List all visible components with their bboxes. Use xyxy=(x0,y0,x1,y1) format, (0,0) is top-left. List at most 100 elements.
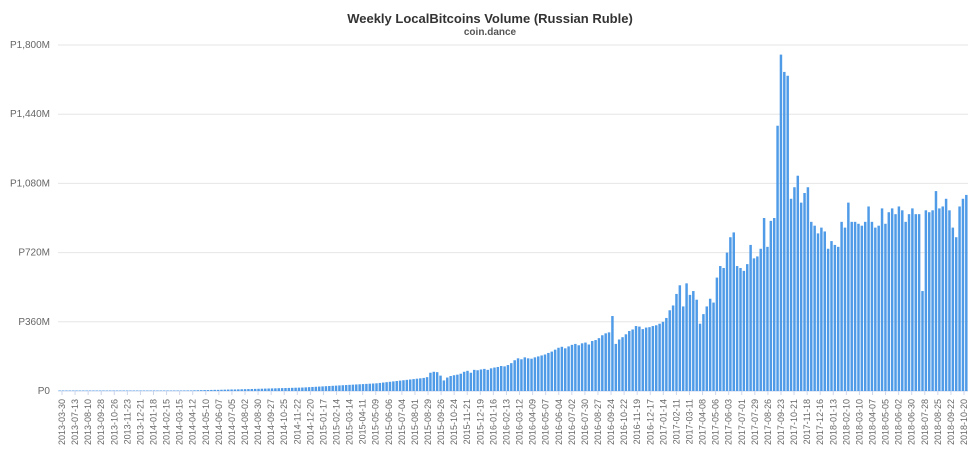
bar xyxy=(742,270,746,391)
bar xyxy=(880,208,884,391)
bar xyxy=(921,291,924,391)
bar xyxy=(520,359,523,391)
bar xyxy=(944,198,948,391)
bar xyxy=(806,187,810,391)
x-tick-label: 2018-10-20 xyxy=(959,399,969,445)
bar xyxy=(385,382,388,391)
bar xyxy=(483,368,486,391)
bar xyxy=(712,302,715,391)
bar xyxy=(678,285,682,391)
bar xyxy=(938,208,941,391)
bar xyxy=(830,241,833,391)
bar xyxy=(783,71,786,392)
y-tick-label: P720M xyxy=(18,248,50,259)
bar xyxy=(280,388,284,391)
bar xyxy=(358,384,361,391)
x-tick-label: 2013-08-10 xyxy=(83,399,93,445)
bar xyxy=(907,214,911,391)
bar xyxy=(786,75,789,391)
x-tick-label: 2015-08-01 xyxy=(410,399,420,445)
bar xyxy=(853,221,857,391)
bar xyxy=(378,382,382,391)
bar xyxy=(665,317,668,391)
bar xyxy=(102,390,105,391)
x-tick-label: 2014-05-10 xyxy=(201,399,211,445)
x-tick-label: 2018-03-10 xyxy=(854,399,864,445)
y-tick-label: P1,800M xyxy=(10,40,50,51)
bar xyxy=(698,323,702,391)
bar xyxy=(951,227,955,391)
bar xyxy=(466,370,469,391)
bar xyxy=(813,225,816,391)
bar xyxy=(213,389,216,391)
bar xyxy=(301,387,304,391)
bar xyxy=(708,298,712,391)
bar xyxy=(762,218,766,391)
bar xyxy=(355,384,358,391)
bar xyxy=(58,390,61,391)
bar xyxy=(291,387,294,391)
x-tick-label: 2013-11-23 xyxy=(122,399,132,444)
x-tick-label: 2016-04-09 xyxy=(528,399,538,445)
bar xyxy=(200,390,203,391)
x-tick-label: 2016-06-04 xyxy=(554,399,564,445)
bar xyxy=(648,327,651,391)
bar xyxy=(931,210,934,391)
bar xyxy=(496,366,500,391)
bar xyxy=(543,354,547,391)
bar xyxy=(621,337,624,391)
bar xyxy=(530,358,533,391)
bar xyxy=(135,390,139,391)
x-tick-label: 2014-08-30 xyxy=(253,399,263,445)
bar xyxy=(341,385,345,391)
bar xyxy=(617,339,621,391)
x-tick-label: 2016-05-07 xyxy=(541,399,551,445)
bar xyxy=(692,291,695,391)
bar xyxy=(681,306,685,391)
bar xyxy=(344,385,348,391)
bar xyxy=(577,345,580,391)
x-tick-label: 2018-01-13 xyxy=(828,399,838,445)
bar xyxy=(162,390,166,391)
bar xyxy=(540,355,543,391)
bar xyxy=(314,386,318,391)
bar xyxy=(857,223,860,391)
bar xyxy=(112,390,115,391)
bar xyxy=(789,198,793,391)
x-tick-label: 2013-10-26 xyxy=(109,399,119,445)
bar xyxy=(948,210,951,391)
x-tick-label: 2014-11-22 xyxy=(292,399,302,444)
bar xyxy=(506,365,510,391)
bar xyxy=(284,388,287,391)
bar xyxy=(860,225,864,391)
bar xyxy=(523,357,527,391)
bar xyxy=(115,390,119,391)
bar xyxy=(338,385,341,391)
bar xyxy=(877,225,880,391)
bar xyxy=(705,306,709,391)
bar xyxy=(226,389,230,391)
bar xyxy=(321,386,324,391)
bar xyxy=(233,389,237,391)
x-tick-label: 2014-06-07 xyxy=(214,399,224,445)
bar xyxy=(203,390,206,391)
bar xyxy=(658,323,661,391)
bar xyxy=(476,370,479,391)
x-tick-label: 2017-03-11 xyxy=(684,399,694,444)
bar xyxy=(270,388,274,391)
bar xyxy=(125,390,129,391)
bar xyxy=(274,388,277,391)
bar xyxy=(516,358,520,391)
x-tick-label: 2015-02-14 xyxy=(332,399,342,445)
bar xyxy=(65,390,68,391)
bar xyxy=(833,244,837,391)
x-tick-label: 2013-07-13 xyxy=(70,399,80,445)
bar xyxy=(799,202,803,391)
bar xyxy=(526,358,530,391)
bar xyxy=(675,293,678,391)
bar xyxy=(95,390,98,391)
x-tick-label: 2018-09-22 xyxy=(946,399,956,445)
bar xyxy=(462,371,466,391)
bar xyxy=(850,221,853,391)
